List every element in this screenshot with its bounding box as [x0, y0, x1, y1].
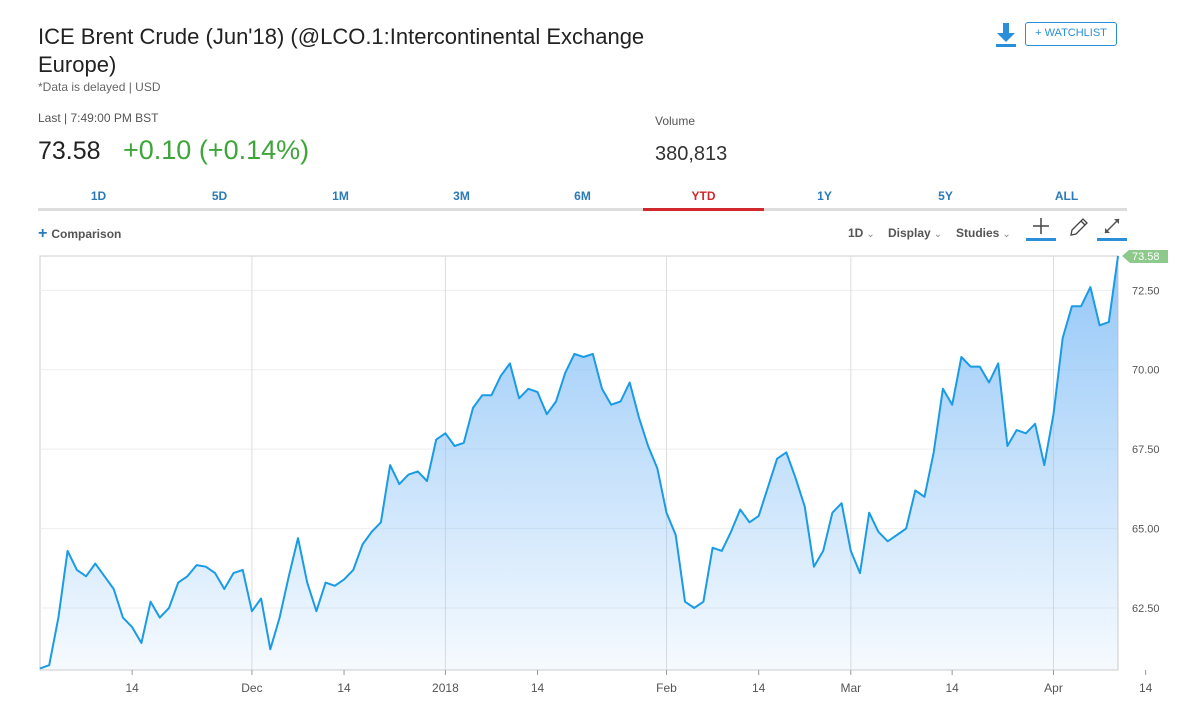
- data-delay-note: *Data is delayed | USD: [38, 80, 161, 94]
- page-title: ICE Brent Crude (Jun'18) (@LCO.1:Interco…: [38, 24, 645, 77]
- tab-1d[interactable]: 1D: [90, 189, 107, 203]
- x-tick-label: Mar: [840, 681, 861, 695]
- tab-ytd[interactable]: YTD: [643, 186, 764, 211]
- y-tick-label: 65.00: [1132, 524, 1160, 536]
- plus-icon: +: [38, 225, 48, 242]
- price-chart-svg[interactable]: 62.50 65.00 67.50 70.00 72.50 14 Dec 14 2018 14 Fe…: [0, 249, 1193, 722]
- price-chart[interactable]: 62.50 65.00 67.50 70.00 72.50 14 Dec 14 2018 14 Fe…: [0, 249, 1193, 722]
- tab-6m[interactable]: 6M: [574, 189, 591, 203]
- x-tick-label: 2018: [432, 681, 459, 695]
- x-tick-label: 14: [337, 681, 351, 695]
- expand-icon[interactable]: [1097, 215, 1127, 241]
- last-trade-label: Last | 7:49:00 PM BST: [38, 111, 159, 125]
- x-tick-label: Dec: [241, 681, 262, 695]
- chevron-down-icon: ⌄: [866, 229, 875, 240]
- tab-5y[interactable]: 5Y: [938, 189, 953, 203]
- tab-5d[interactable]: 5D: [211, 189, 228, 203]
- price-change: +0.10 (+0.14%): [123, 135, 310, 165]
- comparison-button[interactable]: + Comparison: [38, 225, 121, 243]
- x-tick-label: Feb: [656, 681, 677, 695]
- y-tick-label: 70.00: [1132, 365, 1160, 377]
- x-tick-label: 14: [752, 681, 766, 695]
- last-price: 73.58: [38, 137, 101, 165]
- chevron-down-icon: ⌄: [1002, 229, 1011, 240]
- comparison-label: Comparison: [51, 227, 122, 241]
- price-line: [39, 255, 1119, 670]
- interval-label: 1D: [848, 226, 864, 240]
- tab-all[interactable]: ALL: [1054, 189, 1079, 203]
- last-price-marker: [1122, 249, 1168, 263]
- price-area: [40, 256, 1118, 670]
- chevron-down-icon: ⌄: [933, 229, 943, 240]
- time-range-tabs: 1D 5D 1M 3M 6M YTD 1Y 5Y ALL: [38, 186, 1127, 211]
- y-tick-label: 67.50: [1132, 444, 1160, 456]
- y-tick-label: 72.50: [1132, 285, 1160, 297]
- studies-label: Studies: [956, 226, 1000, 240]
- watchlist-button[interactable]: + WATCHLIST: [1025, 22, 1117, 46]
- studies-dropdown[interactable]: Studies ⌄: [956, 226, 1011, 240]
- x-tick-label: 14: [531, 681, 545, 695]
- x-tick-label: 14: [125, 681, 139, 695]
- download-icon[interactable]: [994, 22, 1018, 48]
- last-price-marker-label: 73.58: [1132, 251, 1160, 263]
- interval-dropdown[interactable]: 1D ⌄: [848, 226, 875, 240]
- display-dropdown[interactable]: Display ⌄: [888, 226, 942, 240]
- tab-1y[interactable]: 1Y: [817, 189, 832, 203]
- x-tick-label: Apr: [1044, 681, 1063, 695]
- x-tick-label: 14: [1139, 681, 1153, 695]
- crosshair-icon[interactable]: [1026, 215, 1056, 241]
- tab-3m[interactable]: 3M: [453, 189, 470, 203]
- tab-1m[interactable]: 1M: [332, 189, 349, 203]
- x-tick-label: 14: [945, 681, 959, 695]
- volume-label: Volume: [655, 114, 696, 128]
- y-tick-label: 62.50: [1132, 603, 1160, 615]
- display-label: Display: [888, 226, 931, 240]
- volume-value: 380,813: [655, 143, 728, 165]
- pencil-icon[interactable]: [1063, 215, 1093, 241]
